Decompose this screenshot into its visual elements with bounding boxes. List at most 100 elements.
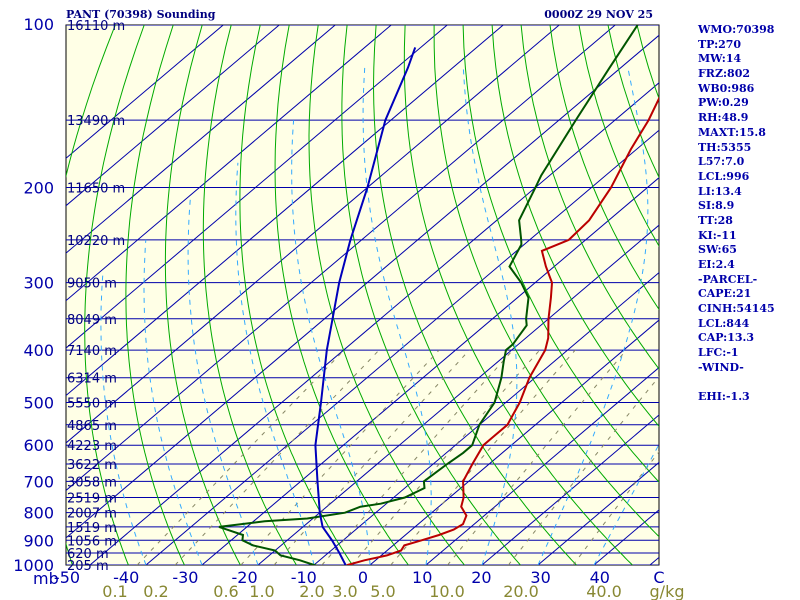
temperature-tick-label: 40 [590, 568, 610, 587]
height-label: 3622 m [67, 458, 117, 473]
mixing-ratio-line [390, 349, 576, 565]
isotherm [481, 414, 659, 565]
moist-adiabat [593, 443, 659, 565]
sounding-curves [218, 25, 659, 565]
isotherm [313, 271, 659, 565]
stability-indices: WMO:70398 TP:270 MW:14 FRZ:802 WB0:986 PW:0.2… [698, 23, 775, 405]
temperature-tick-label: -10 [291, 568, 317, 587]
temperature-tick-label: -20 [232, 568, 258, 587]
isotherm [66, 25, 336, 254]
chart-title: PANT (70398) Sounding [66, 8, 216, 21]
isotherm [369, 319, 659, 565]
index-item: CINH:54145 [698, 302, 775, 316]
index-item: LI:13.4 [698, 184, 742, 198]
dewpoint-line [218, 25, 639, 565]
dry-adiabat [372, 25, 577, 565]
dry-adiabat [462, 25, 659, 483]
dry-adiabat [308, 25, 465, 565]
index-item: TP:270 [698, 37, 742, 51]
isotherm [537, 461, 659, 565]
temperature-tick-label: -40 [113, 568, 139, 587]
mixing-ratio-label: 0.2 [143, 582, 168, 600]
index-item: MAXT:15.8 [698, 125, 766, 139]
mixing-ratio-line [174, 349, 380, 565]
dry-adiabat [782, 25, 800, 565]
mixing-ratio-line [508, 375, 659, 565]
isotherm [66, 25, 616, 492]
temperature-tick-label: -30 [172, 568, 198, 587]
moist-adiabat [291, 120, 371, 565]
height-label: 10220 m [67, 234, 125, 249]
dry-adiabat [84, 25, 145, 565]
mixing-ratio-line [447, 349, 627, 565]
mixing-ratio-line [273, 349, 470, 565]
pressure-tick-label: 1000 [13, 556, 54, 575]
isotherm [66, 25, 448, 349]
moist-adiabat [187, 198, 259, 565]
dry-adiabat [239, 25, 353, 565]
moist-adiabat [537, 67, 649, 565]
pressure-tick-label: 900 [23, 531, 54, 550]
mixing-ratio-label: 0.1 [102, 582, 127, 600]
mixing-ratio-label: 0.6 [213, 582, 238, 600]
height-label: 2519 m [67, 492, 117, 507]
index-item: EHI:-1.3 [698, 390, 750, 404]
temperature-tick-label: 10 [412, 568, 432, 587]
mixing-ratio-label: 5.0 [370, 582, 395, 600]
pressure-tick-label: 300 [23, 274, 54, 293]
height-label: 3058 m [67, 475, 117, 490]
dry-adiabat [274, 25, 409, 565]
temperature-tick-label: C [653, 568, 664, 587]
parcel-line [314, 47, 417, 565]
mixing-ratio-label: 3.0 [332, 582, 357, 600]
dry-adiabat [341, 25, 521, 565]
plot-area [65, 24, 660, 566]
index-item: CAPE:21 [698, 287, 752, 301]
dry-adiabat [578, 25, 659, 247]
index-item [698, 376, 775, 391]
isotherm [201, 177, 659, 565]
height-label: 205 m [67, 559, 109, 574]
index-item: FRZ:802 [698, 67, 751, 81]
height-label: 16110 m [67, 19, 125, 34]
pressure-tick-label: 800 [23, 504, 54, 523]
pressure-unit-label: mb [33, 569, 59, 588]
moist-adiabat [235, 162, 315, 565]
height-label: 5550 m [67, 396, 117, 411]
height-label: 4865 m [67, 419, 117, 434]
isotherm [66, 25, 224, 159]
mixing-ratio-line [321, 349, 514, 565]
isotherm [257, 224, 659, 565]
pressure-tick-label: 100 [23, 15, 54, 34]
index-item: WB0:986 [698, 81, 755, 95]
height-label: 6314 m [67, 372, 117, 387]
isotherm [66, 25, 504, 397]
index-item: -PARCEL- [698, 272, 758, 286]
chart-valid-time: 0000Z 29 NOV 25 [544, 8, 653, 21]
height-label: 9050 m [67, 277, 117, 292]
dry-adiabat [491, 25, 659, 428]
temperature-tick-label: -50 [54, 568, 80, 587]
pressure-tick-label: 700 [23, 472, 54, 491]
temperature-tick-label: 0 [358, 568, 368, 587]
dry-adiabat [403, 25, 633, 565]
mixing-ratio-label: 10.0 [429, 582, 465, 600]
index-item: L57:7.0 [698, 155, 745, 169]
index-item: TH:5355 [698, 140, 752, 154]
height-label: 1056 m [67, 534, 117, 549]
mixing-ratio-label: g/kg [650, 582, 685, 600]
index-item: LCL:844 [698, 316, 750, 330]
height-label: 1519 m [67, 521, 117, 536]
index-item: LCL:996 [698, 169, 750, 183]
mixing-ratio-line [572, 451, 659, 565]
moist-adiabat [143, 239, 203, 565]
index-item: PW:0.29 [698, 96, 749, 110]
index-item: -WIND- [698, 360, 744, 374]
index-item: EI:2.4 [698, 258, 735, 271]
pressure-tick-label: 600 [23, 436, 54, 455]
dry-adiabat [549, 25, 659, 311]
isotherm [66, 25, 280, 207]
dry-adiabat [520, 25, 659, 370]
